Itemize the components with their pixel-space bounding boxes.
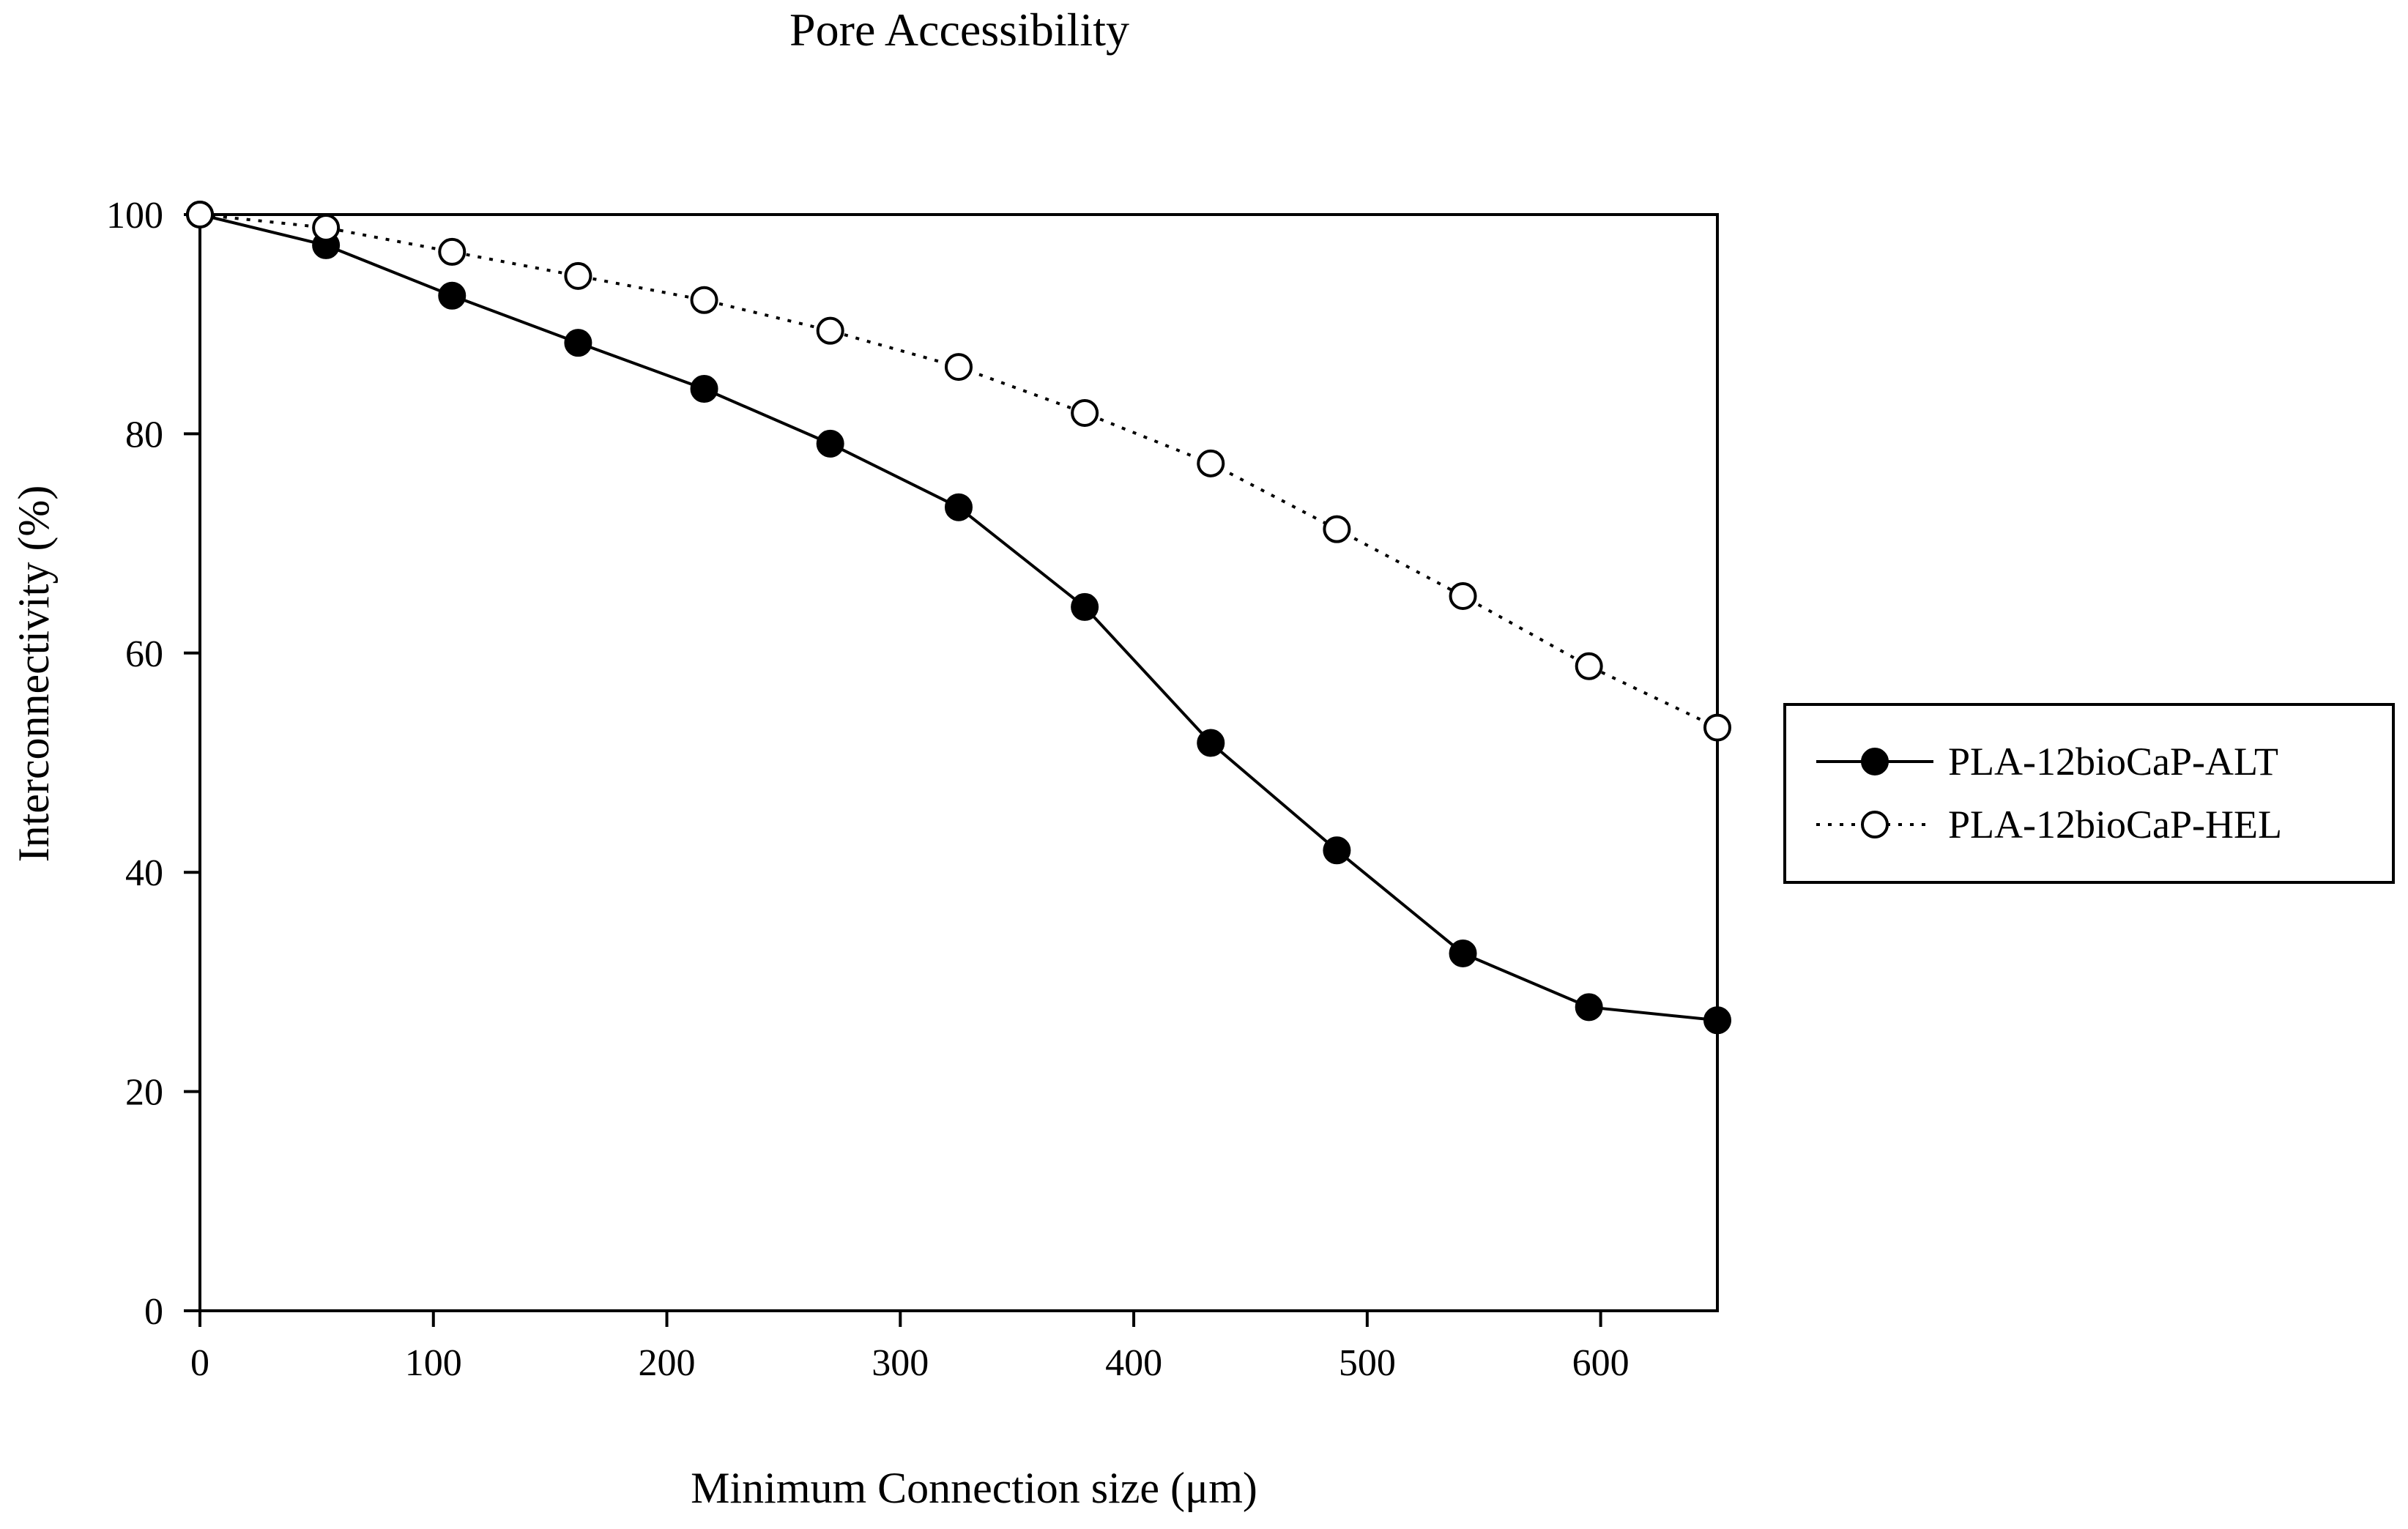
y-tick-label: 100 (106, 195, 163, 237)
data-point-hel (1197, 449, 1225, 477)
chart-title: Pore Accessibility (789, 4, 1129, 56)
y-tick-label: 60 (125, 633, 163, 675)
data-point-hel (1323, 515, 1351, 543)
data-point-alt (1197, 729, 1225, 757)
x-tick-label: 200 (639, 1342, 696, 1384)
series-lines (199, 213, 1718, 1022)
data-point-alt (816, 429, 844, 458)
data-point-hel (1575, 652, 1603, 680)
x-tick-label: 100 (405, 1342, 462, 1384)
data-point-alt (945, 493, 973, 521)
x-axis-label: Minimum Connection size (μm) (691, 1464, 1257, 1512)
data-point-hel (1071, 398, 1099, 427)
data-point-alt (1575, 993, 1603, 1022)
data-point-alt (1071, 592, 1099, 621)
data-point-hel (564, 261, 592, 290)
data-point-hel (1449, 581, 1477, 610)
data-point-hel (438, 237, 467, 266)
legend-label-alt: PLA-12bioCaP-ALT (1948, 740, 2278, 784)
x-tick-label: 500 (1339, 1342, 1396, 1384)
data-point-hel (312, 213, 341, 242)
plot-area-frame (198, 213, 1719, 1312)
x-tick-label: 600 (1572, 1342, 1630, 1384)
series-line-hel (199, 213, 1718, 729)
legend: PLA-12bioCaP-ALT PLA-12bioCaP-HEL (1783, 703, 2395, 884)
data-point-alt (1703, 1006, 1731, 1035)
y-tick-label: 40 (125, 852, 163, 894)
data-point-hel (690, 286, 718, 314)
y-tick-label: 0 (144, 1291, 163, 1333)
data-point-hel (945, 353, 973, 382)
y-axis-ticks: 0 20 40 60 80 100 (106, 195, 200, 1333)
legend-box (1783, 703, 2395, 884)
data-point-hel (1703, 713, 1731, 742)
y-tick-label: 80 (125, 414, 163, 455)
data-point-alt (1449, 939, 1477, 967)
x-tick-label: 300 (872, 1342, 929, 1384)
series-line-alt (199, 213, 1718, 1022)
series-markers (186, 201, 1731, 1035)
data-point-alt (690, 375, 718, 403)
legend-marker-hel (1861, 811, 1889, 838)
data-point-hel (186, 201, 214, 228)
data-point-hel (816, 316, 844, 345)
y-axis-label: Interconnectivity (%) (10, 486, 58, 863)
data-point-alt (438, 281, 467, 310)
x-axis-ticks: 0 100 200 300 400 500 600 (190, 1311, 1630, 1384)
legend-marker-alt (1861, 748, 1889, 775)
y-tick-label: 20 (125, 1072, 163, 1114)
x-tick-label: 0 (190, 1342, 209, 1384)
x-tick-label: 400 (1105, 1342, 1162, 1384)
data-point-alt (564, 329, 592, 357)
legend-label-hel: PLA-12bioCaP-HEL (1948, 803, 2282, 847)
data-point-alt (1323, 836, 1351, 865)
